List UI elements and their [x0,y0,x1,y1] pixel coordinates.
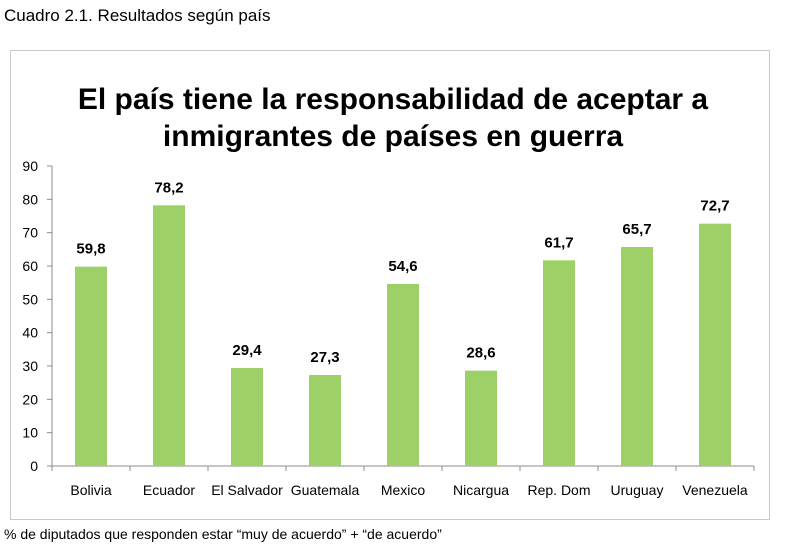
y-tick-label: 0 [30,458,38,474]
bar-rep-dom [543,260,575,466]
category-label: Guatemala [291,482,360,498]
page-caption: Cuadro 2.1. Resultados según país [4,6,271,25]
bar-ecuador [153,205,185,467]
category-label: Mexico [381,482,426,498]
y-tick-label: 90 [22,158,38,174]
bar-bolivia [75,266,107,466]
data-label: 65,7 [622,221,651,238]
y-tick-label: 80 [22,191,38,207]
chart-title-line-1: El país tiene la responsabilidad de acep… [78,83,709,116]
data-label: 78,2 [154,179,183,196]
bar-uruguay [621,247,653,466]
category-label: Uruguay [611,482,664,498]
y-tick-label: 60 [22,258,38,274]
bar-mexico [387,284,419,466]
data-label: 27,3 [310,349,339,366]
chart-title-line-2: inmigrantes de países en guerra [163,120,623,153]
category-label: Venezuela [682,482,748,498]
category-label: Bolivia [70,482,111,498]
chart-footnote: % de diputados que responden estar “muy … [4,526,442,542]
bar-guatemala [309,375,341,466]
bar-el-salvador [231,368,263,466]
data-label: 59,8 [76,241,105,258]
y-tick-label: 10 [22,425,38,441]
category-label: Ecuador [143,482,195,498]
data-label: 72,7 [700,198,729,215]
y-tick-label: 70 [22,225,38,241]
y-tick-label: 40 [22,325,38,341]
data-label: 61,7 [544,234,573,251]
category-label: El Salvador [211,482,283,498]
y-tick-label: 30 [22,358,38,374]
category-label: Nicargua [453,482,509,498]
category-label: Rep. Dom [527,482,590,498]
chart-frame [10,50,770,520]
bar-venezuela [699,223,731,466]
y-tick-label: 20 [22,391,38,407]
data-label: 29,4 [232,342,262,359]
bar-nicargua [465,370,497,466]
data-label: 54,6 [388,258,417,275]
y-tick-label: 50 [22,291,38,307]
data-label: 28,6 [466,345,495,362]
